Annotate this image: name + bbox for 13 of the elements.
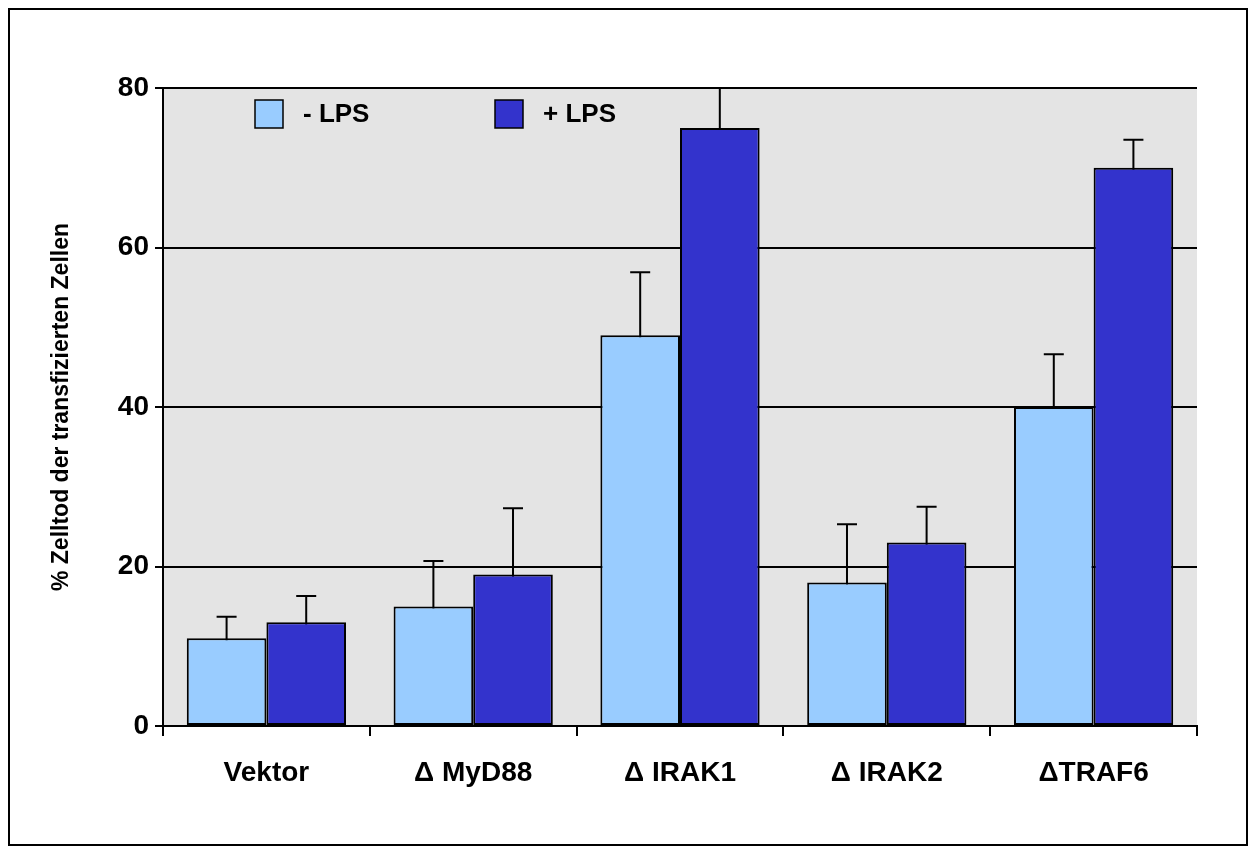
y-tick-label: 0 <box>133 708 149 740</box>
legend-label: - LPS <box>303 98 370 129</box>
y-tick-label: 80 <box>117 70 149 102</box>
y-tick-label: 20 <box>117 549 149 581</box>
x-tick-label: Vektor <box>223 755 310 787</box>
x-tick-label: Δ MyD88 <box>414 755 533 787</box>
x-tick-label: Δ IRAK1 <box>624 755 736 787</box>
x-tick-label: Δ IRAK2 <box>830 755 943 787</box>
x-tick-label: ΔTRAF6 <box>1038 755 1149 787</box>
y-tick-label: 60 <box>117 230 149 262</box>
y-axis-title: % Zelltod der transfizierten Zellen <box>47 222 74 592</box>
y-tick-label: 40 <box>117 389 149 421</box>
legend-label: + LPS <box>543 98 616 129</box>
